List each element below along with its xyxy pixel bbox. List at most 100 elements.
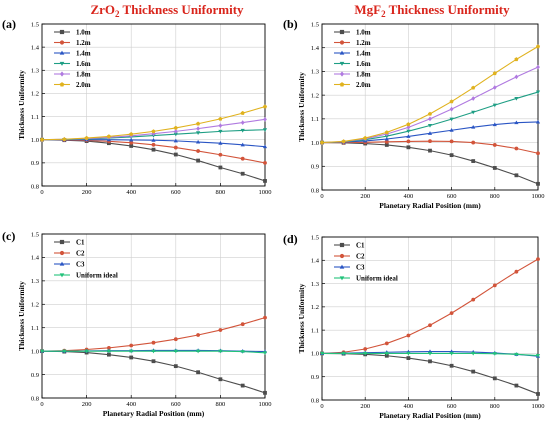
data-point — [514, 173, 519, 178]
x-tick-label: 600 — [171, 189, 181, 196]
data-point — [196, 126, 200, 131]
legend-entry: C1 — [356, 242, 365, 250]
data-point — [406, 125, 411, 130]
data-point — [263, 390, 267, 395]
data-point — [218, 116, 223, 121]
panel-a-title: ZrO2 Thickness Uniformity — [90, 2, 244, 19]
data-point — [240, 156, 245, 161]
legend-entry: 1.0m — [76, 29, 91, 37]
data-point — [535, 44, 541, 49]
x-tick-label: 200 — [82, 401, 92, 408]
data-point — [514, 57, 519, 62]
data-point — [428, 116, 432, 122]
data-point — [129, 131, 134, 136]
legend-marker — [59, 61, 65, 66]
legend-marker — [339, 82, 345, 87]
data-point — [536, 64, 540, 70]
data-point — [84, 349, 89, 354]
data-point — [84, 135, 89, 140]
y-tick-label: 1.1 — [31, 325, 39, 332]
data-point — [107, 352, 111, 357]
data-point — [449, 106, 454, 112]
x-axis-label: Planetary Radial Position (mm) — [379, 201, 481, 210]
x-tick-label: 0 — [40, 401, 43, 408]
data-point — [62, 137, 67, 142]
data-point — [535, 119, 541, 124]
y-tick-label: 0.9 — [31, 372, 39, 379]
data-point — [428, 139, 432, 144]
data-point — [535, 354, 541, 358]
data-point — [406, 139, 411, 144]
data-point — [492, 166, 497, 170]
panel-a-chart: 0.8 0.9 1.0 1.1 1.2 1.3 1.4 1.5 0 200 400 600 800 100… — [17, 21, 272, 196]
data-point — [39, 137, 45, 142]
data-point — [514, 352, 519, 357]
legend-marker — [339, 253, 345, 259]
legend-marker — [59, 71, 65, 77]
series-line-c2 — [321, 258, 539, 354]
panel-label-b: (b) — [283, 17, 298, 31]
data-point — [129, 140, 134, 145]
data-point — [263, 116, 267, 122]
series-line-2-0m — [321, 46, 539, 144]
data-point — [536, 257, 540, 262]
data-point — [471, 140, 476, 145]
data-point — [536, 392, 540, 396]
x-tick-label: 800 — [216, 189, 226, 196]
data-point — [39, 349, 45, 354]
x-tick-label: 400 — [126, 189, 136, 196]
x-tick-label: 1000 — [259, 189, 272, 196]
x-tick-label: 1000 — [532, 403, 545, 410]
legend-marker — [339, 71, 345, 77]
data-point — [449, 99, 454, 104]
data-point — [196, 349, 201, 354]
data-point — [492, 376, 497, 381]
data-point — [384, 341, 389, 346]
data-point — [492, 71, 497, 76]
data-point — [263, 315, 267, 320]
data-point — [471, 159, 476, 163]
data-point — [173, 138, 178, 143]
panel-c-chart: 0.8 0.9 1.0 1.1 1.2 1.3 1.4 1.5 0 200 400 600 800 100… — [17, 231, 272, 418]
legend-marker — [59, 29, 65, 35]
plot-frame — [321, 236, 539, 401]
legend-entry: 1.4m — [76, 50, 91, 58]
y-axis-label: Thickness Uniformity — [17, 70, 26, 140]
x-tick-label: 0 — [320, 403, 323, 410]
panel-label-c: (c) — [2, 229, 15, 243]
legend-entry: 1.6m — [76, 60, 91, 68]
legend-marker — [59, 261, 65, 266]
data-point — [240, 350, 245, 354]
y-tick-label: 0.9 — [311, 374, 319, 381]
y-tick-label: 1.2 — [311, 304, 319, 311]
y-tick-label: 1.4 — [311, 45, 320, 52]
panel-d-chart: 0.8 0.9 1.0 1.1 1.2 1.3 1.4 1.5 0 200 400 600 800 100… — [297, 234, 545, 420]
data-point — [151, 349, 156, 354]
data-point — [492, 352, 497, 356]
y-tick-label: 1.5 — [31, 231, 39, 238]
data-point — [173, 152, 178, 157]
data-point — [427, 123, 433, 128]
data-point — [449, 139, 454, 144]
data-point — [218, 152, 223, 157]
y-tick-label: 1.4 — [31, 255, 40, 262]
legend-marker — [339, 50, 345, 55]
data-point — [514, 74, 519, 80]
data-point — [428, 359, 432, 364]
y-tick-label: 1.0 — [31, 348, 39, 355]
y-tick-label: 1.3 — [31, 278, 39, 285]
series-line-c1 — [41, 350, 266, 394]
y-tick-label: 0.9 — [311, 164, 319, 171]
data-point — [427, 351, 433, 356]
data-point — [449, 363, 454, 368]
data-point — [449, 311, 454, 316]
data-point — [106, 134, 111, 139]
data-point — [428, 148, 432, 153]
data-point — [471, 85, 476, 90]
legend-marker — [339, 61, 345, 66]
y-tick-label: 0.8 — [31, 395, 39, 402]
data-point — [218, 377, 223, 382]
data-point — [196, 149, 201, 153]
data-point — [263, 179, 267, 183]
